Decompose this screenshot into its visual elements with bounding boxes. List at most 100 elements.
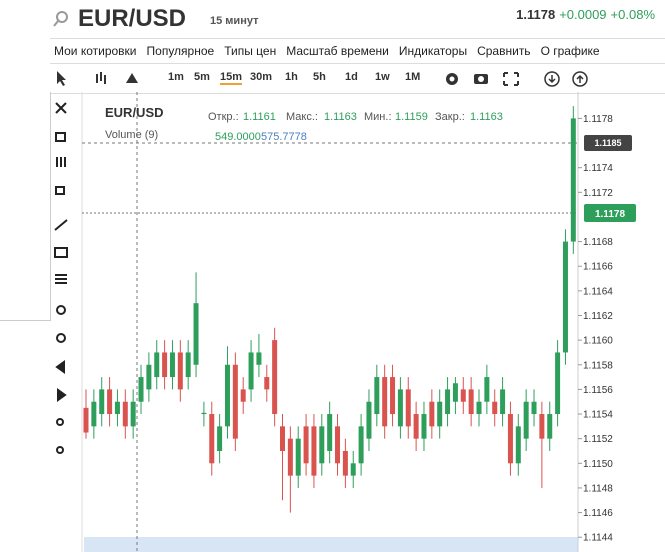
y-tick-label: 1.1144 (583, 533, 613, 544)
candle-body (342, 450, 348, 476)
candle-body (555, 352, 561, 415)
y-tick-label: 1.1168 (583, 237, 613, 248)
legend-close: 1.1163 (470, 111, 503, 123)
interval-button[interactable]: 1M (405, 71, 421, 83)
candle-body (476, 401, 482, 415)
menu-item[interactable]: Типы цен (224, 44, 277, 58)
candle-body (193, 303, 199, 365)
candle-body (209, 414, 215, 464)
legend-high: 1.1163 (324, 111, 357, 123)
current-price-badge (584, 204, 636, 222)
header: EUR/USD 15 минут 1.1178 +0.0009 +0.08% (0, 0, 665, 36)
candle-body (107, 389, 113, 415)
candle-body (562, 241, 568, 353)
candle-body (335, 426, 341, 464)
candle-body (162, 352, 168, 378)
toolbar: 1m 5m 15m 30m 1h 5h 1d 1w 1M (50, 63, 665, 94)
volume-value: 549.0000 (215, 131, 261, 143)
chart-type-icons (57, 71, 138, 86)
candle-body (154, 352, 160, 378)
candle-body (185, 352, 191, 378)
candle-body (99, 389, 105, 415)
volume-value: 575.7778 (261, 131, 307, 143)
interval-button[interactable]: 5m (194, 71, 210, 83)
candle-body (468, 389, 474, 415)
candle-body (366, 401, 372, 439)
menu-item[interactable]: Сравнить (477, 44, 531, 58)
candle-body (264, 377, 270, 390)
candle-body (358, 426, 364, 464)
candle-body (429, 401, 435, 427)
menu-item[interactable]: Популярное (146, 44, 215, 58)
candle-body (83, 407, 89, 433)
quote: 1.1178 +0.0009 +0.08% (516, 7, 655, 22)
candle-body (445, 389, 451, 415)
candle-body (523, 401, 529, 439)
symbol: EUR/USD (78, 5, 187, 32)
y-tick-label: 1.1178 (583, 114, 613, 125)
interval-button[interactable]: 1w (375, 71, 390, 83)
candle-body (169, 352, 175, 378)
candle-body (130, 401, 136, 427)
candle-body (177, 352, 183, 390)
candle-body (515, 426, 521, 464)
y-tick-label: 1.1156 (583, 385, 613, 396)
candle-body (303, 426, 309, 464)
candle-body (507, 414, 513, 464)
legend-symbol: EUR/USD (105, 105, 164, 120)
candle-body (413, 414, 419, 439)
volume-label: Volume (9) (105, 129, 158, 141)
interval-button[interactable]: 30m (250, 71, 273, 83)
search-icon[interactable] (52, 10, 70, 28)
candle-body (421, 414, 427, 439)
candle-body (319, 426, 325, 464)
candle-body (390, 377, 396, 415)
menu-item[interactable]: Индикаторы (398, 44, 468, 58)
candle-body (287, 438, 293, 476)
interval-button[interactable]: 1m (168, 71, 184, 83)
interval-button[interactable]: 15m (220, 71, 243, 85)
candle-body (350, 463, 356, 476)
candle-body (492, 401, 498, 415)
candle-body (547, 414, 553, 439)
candle-body (256, 352, 262, 365)
crosshair-badge (584, 135, 632, 151)
drawing-tools (54, 102, 68, 454)
candle-body (138, 377, 144, 402)
candle-body (217, 426, 223, 451)
y-tick-label: 1.1152 (583, 434, 613, 445)
interval-button[interactable]: 5h (313, 71, 326, 83)
interval-button[interactable]: 1d (345, 71, 358, 83)
y-tick-label: 1.1174 (583, 163, 613, 174)
y-tick-label: 1.1162 (583, 311, 613, 322)
crosshair-price: 1.1185 (594, 138, 621, 148)
legend-low-label: Мин.: (364, 111, 392, 123)
change: +0.0009 (559, 7, 607, 22)
candle-body (232, 364, 238, 439)
candle-body (437, 401, 443, 427)
current-price: 1.1178 (595, 209, 625, 220)
candle-body (146, 364, 152, 390)
legend-open-label: Откр.: (208, 111, 239, 123)
candle-body (272, 340, 278, 415)
candle-body (224, 364, 230, 427)
y-tick-label: 1.1172 (583, 188, 613, 199)
y-tick-label: 1.1154 (583, 410, 613, 421)
legend: EUR/USD Откр.: 1.1161 Макс.: 1.1163 Мин.… (105, 105, 503, 143)
candle-body (311, 426, 317, 476)
menu: Мои котировки Популярное Типы цен Масштаб в… (50, 38, 665, 64)
candle-body (248, 352, 254, 390)
candle-body (280, 426, 285, 451)
candle-body (91, 401, 97, 427)
legend-low: 1.1159 (395, 111, 428, 123)
price: 1.1178 (516, 7, 556, 22)
menu-item[interactable]: Масштаб времени (286, 44, 389, 58)
menu-item[interactable]: О графике (540, 44, 600, 58)
menu-item[interactable]: Мои котировки (54, 44, 137, 58)
candle-body (570, 118, 576, 242)
volume-strip (84, 537, 578, 552)
side-panel (0, 92, 51, 321)
legend-open: 1.1161 (243, 111, 276, 123)
legend-close-label: Закр.: (435, 111, 465, 123)
interval-button[interactable]: 1h (285, 71, 298, 83)
